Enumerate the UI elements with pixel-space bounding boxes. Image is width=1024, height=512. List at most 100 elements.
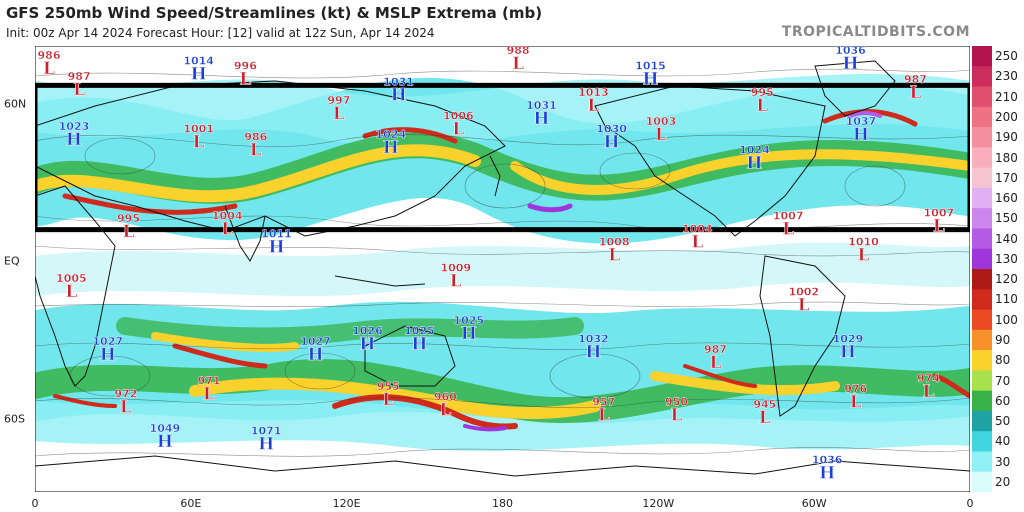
sh-jet-yellow bbox=[189, 377, 601, 419]
greenland-outline bbox=[814, 60, 896, 117]
pressure-value: 987 bbox=[904, 73, 927, 86]
sh-jet-core-4 bbox=[932, 373, 970, 399]
colorbar-label: 230 bbox=[995, 69, 1018, 84]
colorbar-label: 140 bbox=[995, 231, 1018, 246]
colorbar-swatch bbox=[972, 370, 992, 392]
pressure-value: 1023 bbox=[59, 120, 90, 133]
longitude-label: 60W bbox=[801, 497, 827, 510]
pressure-value: 1032 bbox=[578, 333, 609, 346]
pressure-symbol: H bbox=[819, 463, 835, 483]
longitude-label: 0 bbox=[966, 497, 974, 510]
pressure-value: 1049 bbox=[150, 422, 181, 435]
pressure-value: 996 bbox=[234, 60, 257, 73]
longitude-label: 180 bbox=[492, 497, 513, 510]
colorbar-swatch bbox=[972, 289, 992, 311]
pressure-symbol: L bbox=[193, 133, 205, 153]
pressure-symbol: H bbox=[383, 138, 399, 158]
pressure-value: 1013 bbox=[578, 86, 609, 99]
sh-jet-core-5 bbox=[53, 394, 117, 408]
pressure-symbol: L bbox=[759, 408, 771, 428]
pressure-value: 1005 bbox=[56, 272, 87, 285]
colorbar-label: 160 bbox=[995, 191, 1018, 206]
colorbar-label: 90 bbox=[995, 332, 1011, 347]
colorbar-label: 20 bbox=[995, 474, 1011, 489]
colorbar-swatch bbox=[972, 167, 992, 189]
colorbar-label: 30 bbox=[995, 454, 1011, 469]
pressure-symbol: L bbox=[43, 59, 55, 79]
longitude-label: 120W bbox=[642, 497, 675, 510]
pressure-symbol: L bbox=[65, 282, 77, 302]
pressure-value: 995 bbox=[117, 212, 140, 225]
colorbar-label: 70 bbox=[995, 373, 1011, 388]
nh-jet-background-2 bbox=[35, 73, 970, 147]
pressure-value: 972 bbox=[114, 388, 137, 401]
pressure-symbol: H bbox=[643, 70, 659, 90]
pressure-value: 1008 bbox=[599, 236, 630, 249]
colorbar-label: 120 bbox=[995, 272, 1018, 287]
longitude-label: 0 bbox=[31, 497, 39, 510]
map-subtitle: Init: 00z Apr 14 2024 Forecast Hour: [12… bbox=[6, 26, 435, 40]
pressure-symbol: L bbox=[709, 353, 721, 373]
pressure-value: 976 bbox=[844, 382, 867, 395]
sh-jet-core-3 bbox=[683, 364, 757, 388]
pressure-value: 988 bbox=[507, 46, 530, 57]
longitude-label: 120E bbox=[332, 497, 361, 510]
colorbar-swatch bbox=[972, 248, 992, 270]
colorbar-swatch bbox=[972, 86, 992, 108]
colorbar-swatch bbox=[972, 451, 992, 473]
colorbar-label: 170 bbox=[995, 170, 1018, 185]
pressure-symbol: L bbox=[250, 141, 262, 161]
colorbar-swatch bbox=[972, 329, 992, 351]
nh-jet-core-2 bbox=[362, 127, 458, 144]
pressure-value: 1025 bbox=[453, 314, 484, 327]
colorbar-label: 210 bbox=[995, 89, 1018, 104]
site-brand[interactable]: TROPICALTIDBITS.COM bbox=[781, 24, 970, 40]
colorbar-label: 190 bbox=[995, 130, 1018, 145]
pressure-symbol: H bbox=[191, 64, 207, 84]
pressure-value: 1025 bbox=[404, 325, 435, 338]
pressure-value: 1007 bbox=[773, 209, 804, 222]
colorbar-swatch bbox=[972, 228, 992, 250]
japan-outline bbox=[489, 155, 501, 197]
pressure-symbol: H bbox=[157, 432, 173, 452]
pressure-symbol: H bbox=[840, 343, 856, 363]
latitude-label: 60N bbox=[4, 97, 27, 111]
pressure-value: 987 bbox=[704, 343, 727, 356]
nh-jet-max-purple-2 bbox=[848, 111, 882, 118]
latitude-label: EQ bbox=[4, 254, 20, 268]
nh-jet-core-1 bbox=[62, 193, 238, 215]
pressure-symbol: H bbox=[258, 434, 274, 454]
pressure-value: 1031 bbox=[383, 75, 414, 88]
pressure-symbol: L bbox=[333, 104, 345, 124]
colorbar-swatch bbox=[972, 471, 992, 492]
sh-jet-core-2 bbox=[172, 343, 268, 369]
colorbar-swatch bbox=[972, 269, 992, 290]
pressure-value: 974 bbox=[917, 372, 940, 385]
colorbar-label: 130 bbox=[995, 251, 1018, 266]
pressure-value: 1071 bbox=[251, 424, 282, 437]
pressure-symbol: L bbox=[782, 219, 794, 239]
pressure-symbol: L bbox=[123, 222, 135, 242]
pressure-symbol: H bbox=[307, 345, 323, 365]
pressure-symbol: L bbox=[239, 70, 251, 90]
